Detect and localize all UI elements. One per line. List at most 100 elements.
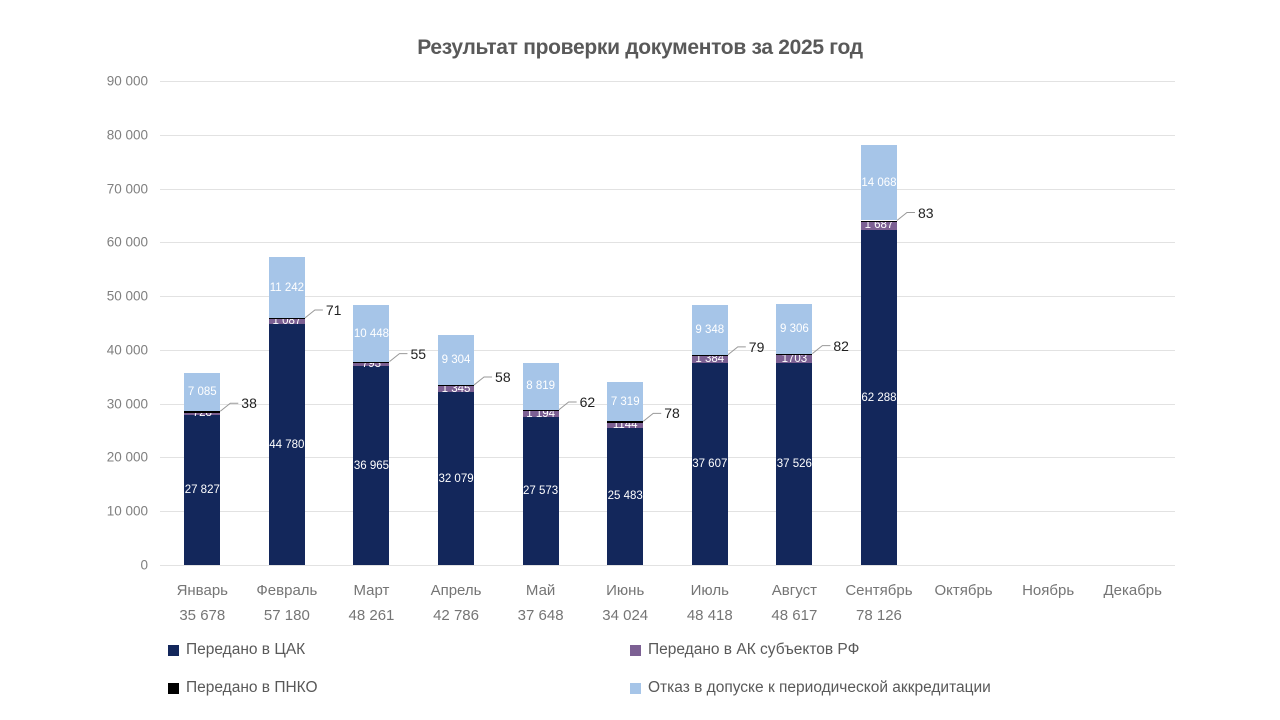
gridline: [160, 403, 1175, 405]
bar-segment-pnko[interactable]: [776, 353, 813, 355]
legend-swatch-otkaz: [630, 682, 641, 694]
bar-segment-otkaz[interactable]: [522, 362, 559, 410]
bar-segment-otkaz[interactable]: [184, 373, 221, 412]
gridline: [160, 188, 1175, 190]
data-label-otkaz: 9 306: [779, 322, 809, 335]
bar-segment-ak-subjects[interactable]: [184, 411, 221, 416]
data-label-otkaz: 11 242: [269, 281, 305, 294]
data-label-pnko: 62: [579, 393, 596, 410]
data-label-otkaz: 14 068: [861, 176, 897, 189]
legend-swatch-pnko: [168, 682, 179, 694]
data-label-pnko: 55: [410, 345, 427, 362]
x-axis-month-label: Февраль: [256, 582, 318, 599]
legend-swatch-ak-subjects: [630, 644, 641, 656]
gridline: [160, 296, 1175, 298]
x-axis-month-label: Сентябрь: [845, 582, 913, 599]
data-label-cak: 27 573: [523, 484, 559, 497]
gridline: [160, 242, 1175, 244]
bar-segment-cak[interactable]: [184, 415, 221, 565]
y-axis-tick-label: 90 000: [106, 73, 148, 89]
data-label-cak: 37 607: [692, 457, 728, 470]
x-axis-total-label: 37 648: [517, 607, 564, 624]
bar-segment-cak[interactable]: [607, 427, 644, 565]
bar-segment-ak-subjects[interactable]: [860, 220, 897, 231]
y-axis-tick-label: 10 000: [106, 503, 148, 519]
gridline: [160, 134, 1175, 136]
callout-leader-line: [389, 353, 408, 363]
data-label-otkaz: 7 319: [610, 395, 640, 408]
bar-segment-otkaz[interactable]: [776, 303, 813, 354]
data-label-otkaz: 10 448: [353, 327, 390, 340]
bar-segment-pnko[interactable]: [522, 409, 559, 412]
bar-segment-cak[interactable]: [776, 363, 813, 565]
bar-segment-cak[interactable]: [268, 324, 305, 565]
y-axis-tick-label: 50 000: [106, 288, 148, 304]
bar-segment-ak-subjects[interactable]: [268, 318, 305, 325]
legend-item-ak-subjects[interactable]: Передано в АК субъектов РФ: [630, 641, 859, 659]
bar-segment-otkaz[interactable]: [438, 334, 475, 385]
bar-segment-pnko[interactable]: [691, 354, 728, 357]
data-label-cak: 62 288: [861, 391, 897, 404]
bar-segment-otkaz[interactable]: [353, 305, 390, 362]
bar-segment-otkaz[interactable]: [860, 144, 897, 221]
bar-segment-cak[interactable]: [691, 362, 728, 565]
data-label-otkaz: 9 304: [441, 353, 471, 366]
bar-segment-otkaz[interactable]: [268, 257, 305, 318]
bar-segment-pnko[interactable]: [438, 384, 475, 387]
y-axis-tick-label: 70 000: [106, 181, 148, 197]
bar-segment-pnko[interactable]: [184, 411, 221, 413]
bar-segment-otkaz[interactable]: [691, 304, 728, 355]
x-axis-month-label: Июль: [690, 582, 729, 599]
y-axis-tick-label: 60 000: [106, 234, 148, 250]
x-axis-total-label: 35 678: [179, 607, 226, 624]
bar-segment-pnko[interactable]: [268, 317, 305, 320]
x-axis-total-label: 78 126: [856, 607, 902, 624]
data-label-pnko: 38: [241, 395, 257, 412]
bar-segment-cak[interactable]: [522, 416, 559, 565]
bar-segment-ak-subjects[interactable]: [438, 385, 475, 393]
legend-item-pnko[interactable]: Передано в ПНКО: [168, 679, 318, 697]
gridline: [160, 511, 1175, 513]
gridline: [160, 349, 1175, 351]
y-axis-tick-label: 30 000: [106, 396, 148, 412]
x-axis-month-label: Январь: [176, 582, 228, 599]
x-axis-total-label: 48 617: [771, 607, 818, 624]
bar-segment-pnko[interactable]: [860, 220, 897, 222]
x-axis-month-label: Апрель: [430, 582, 482, 599]
gridline: [160, 457, 1175, 459]
data-label-pnko: 58: [495, 368, 511, 385]
data-label-pnko: 71: [325, 301, 342, 318]
bar-segment-otkaz[interactable]: [607, 382, 644, 422]
x-axis-total-label: 42 786: [433, 607, 479, 624]
data-label-pnko: 79: [748, 338, 765, 355]
callout-leader-line: [473, 376, 493, 386]
bar-segment-pnko[interactable]: [353, 361, 390, 364]
gridline: [160, 565, 1175, 566]
legend-item-otkaz[interactable]: Отказ в допуске к периодической аккредит…: [630, 679, 991, 697]
bar-segment-cak[interactable]: [353, 366, 390, 565]
data-label-ak-subjects: 1 687: [864, 219, 894, 232]
bar-segment-cak[interactable]: [438, 392, 475, 565]
bar-segment-ak-subjects[interactable]: [353, 361, 390, 367]
legend-label-ak-subjects: Передано в АК субъектов РФ: [648, 641, 860, 658]
x-axis-total-label: 48 261: [348, 607, 395, 624]
data-label-cak: 44 780: [269, 438, 305, 451]
data-label-cak: 37 526: [776, 458, 812, 471]
bar-segment-ak-subjects[interactable]: [522, 410, 559, 417]
x-axis-total-label: 57 180: [263, 607, 310, 624]
bar-segment-pnko[interactable]: [607, 421, 644, 423]
data-label-otkaz: 8 819: [526, 380, 556, 393]
bar-segment-cak[interactable]: [860, 230, 897, 565]
bar-segment-ak-subjects[interactable]: [776, 354, 813, 364]
legend-item-cak[interactable]: Передано в ЦАК: [168, 641, 305, 659]
x-axis-total-label: 34 024: [602, 607, 649, 624]
bar-segment-ak-subjects[interactable]: [691, 355, 728, 363]
data-label-ak-subjects: 1703: [781, 352, 808, 365]
y-axis-tick-label: 40 000: [106, 342, 148, 358]
x-axis-month-label: Май: [525, 582, 556, 599]
bar-segment-ak-subjects[interactable]: [607, 421, 644, 428]
x-axis-total-label: 48 418: [686, 607, 733, 624]
x-axis-month-label: Ноябрь: [1022, 582, 1075, 599]
legend-label-cak: Передано в ЦАК: [186, 641, 306, 658]
